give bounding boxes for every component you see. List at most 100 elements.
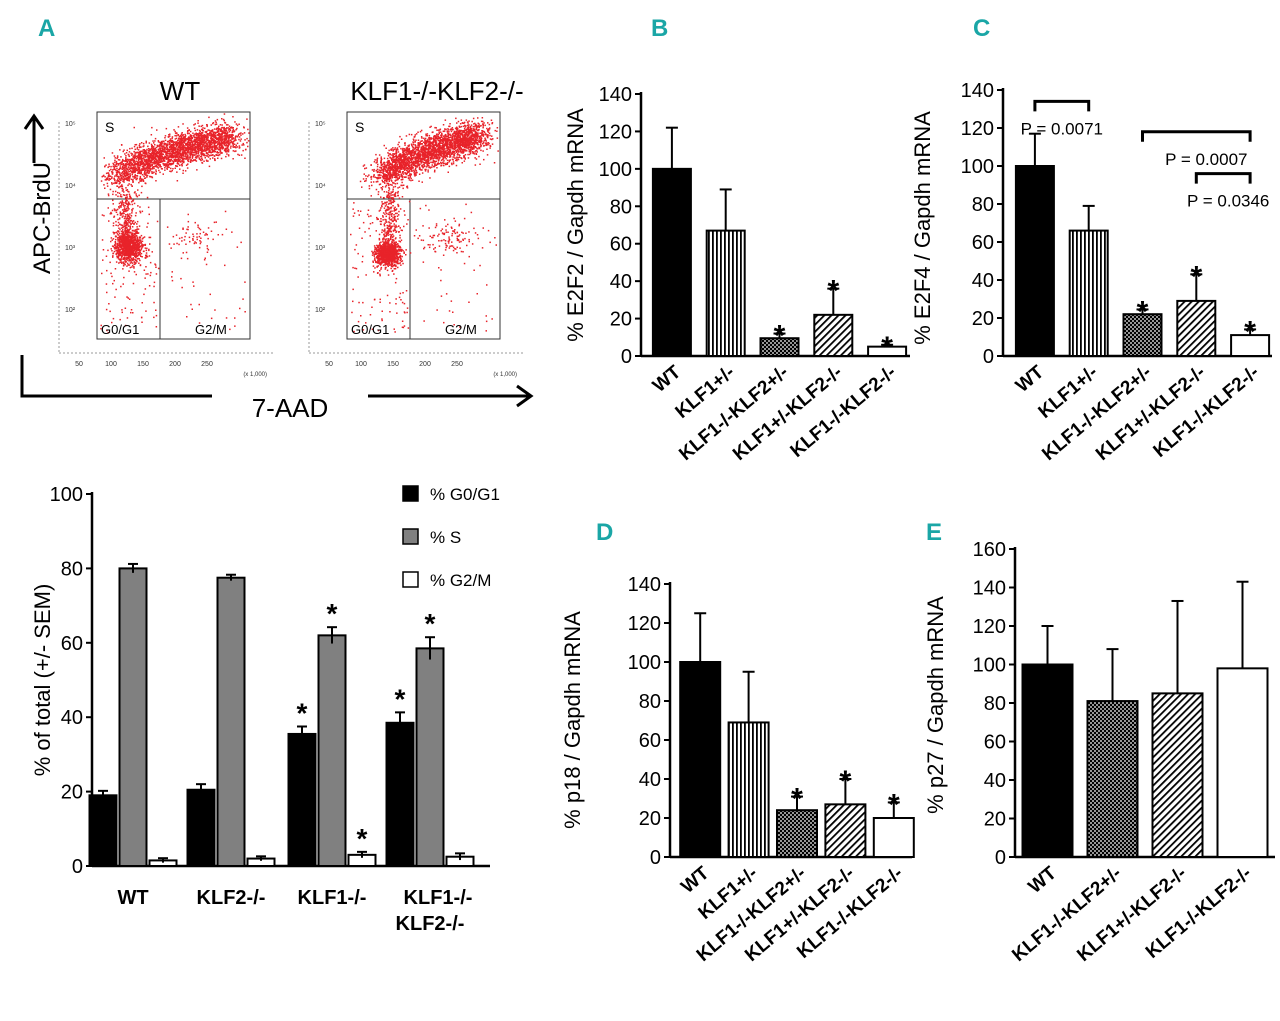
flow-x-tick: 100 — [355, 361, 367, 368]
y-tick-label: 140 — [973, 578, 1006, 600]
chart-e: 0 20 40 60 80 100 120 140 160 % p27 / Gapdh mRNA W… — [923, 539, 1275, 966]
flow-x-tick: 150 — [137, 361, 149, 368]
panel-letter-d: D — [596, 519, 613, 546]
category-label: KLF2-/- — [396, 913, 465, 935]
flow-x-tick: 50 — [75, 361, 83, 368]
flow-y-tick: 10³ — [65, 245, 76, 252]
bar — [186, 788, 216, 867]
flow-gate-g2m — [159, 198, 251, 340]
y-tick-label: 60 — [610, 234, 632, 256]
flow-gate-s-label: S — [355, 119, 364, 135]
y-tick-label: 40 — [610, 271, 632, 293]
y-tick-label: 80 — [984, 693, 1006, 715]
legend-label: % G2/M — [430, 571, 491, 590]
flow-gate-s-label: S — [105, 119, 114, 135]
y-axis-label: % E2F2 / Gapdh mRNA — [563, 108, 588, 342]
bar — [1021, 663, 1074, 858]
flow-plot-ko: 50 100 150 200 250 (x 1,000) 10² 10³ 10⁴ 10⁵ S G0/G… — [308, 111, 525, 378]
flow-x-tick: 50 — [325, 361, 333, 368]
bar — [1216, 667, 1269, 858]
y-tick-label: 100 — [599, 159, 632, 181]
flow-y-axis-label: APC-BrdU — [29, 162, 56, 274]
category-label: WT — [117, 887, 148, 909]
bar — [1122, 313, 1163, 358]
category-label: WT — [1012, 361, 1048, 396]
bar — [118, 567, 148, 868]
flow-x-tick: 200 — [169, 361, 181, 368]
bar — [1230, 334, 1271, 358]
y-tick-label: 20 — [610, 309, 632, 331]
category-label: KLF1-/-KLF2+/- — [1008, 863, 1125, 966]
y-tick-label: 20 — [61, 782, 83, 804]
y-tick-label: 120 — [599, 121, 632, 143]
flow-x-arrow-head — [516, 384, 534, 408]
bar — [867, 345, 908, 357]
category-label: KLF1-/- — [298, 887, 367, 909]
significance-bracket — [1141, 130, 1252, 142]
y-tick-label: 0 — [650, 847, 661, 869]
significance-asterisk: * — [1244, 315, 1256, 348]
bar — [317, 634, 347, 867]
y-tick-label: 40 — [639, 769, 661, 791]
bar — [651, 167, 692, 357]
panel-letter-e: E — [926, 519, 942, 546]
y-tick-label: 80 — [610, 196, 632, 218]
y-tick-label: 140 — [599, 84, 632, 106]
significance-bracket — [1033, 99, 1091, 112]
flow-x-tick: 200 — [419, 361, 431, 368]
bar — [415, 647, 445, 867]
significance-asterisk: * — [425, 608, 436, 639]
bar — [727, 721, 770, 859]
flow-gate-g2m — [409, 198, 501, 340]
flow-x-tick: 250 — [451, 361, 463, 368]
category-label: WT — [677, 862, 713, 897]
flow-x-scale-note: (x 1,000) — [243, 372, 267, 378]
flow-gate-g0g1-label: G0/G1 — [351, 322, 389, 337]
y-tick-label: 160 — [973, 539, 1006, 561]
bar — [679, 661, 722, 858]
y-tick-label: 80 — [639, 691, 661, 713]
bar — [776, 809, 818, 859]
category-label: KLF2-/- — [197, 887, 266, 909]
y-axis-label: % of total (+/- SEM) — [30, 584, 55, 777]
flow-gate-g2m-label: G2/M — [445, 322, 477, 337]
y-tick-label: 80 — [972, 194, 994, 216]
significance-asterisk: * — [774, 320, 786, 353]
flow-wt-title: WT — [160, 76, 201, 106]
bar — [385, 721, 415, 868]
flow-y-tick: 10³ — [315, 245, 326, 252]
flow-dots — [350, 117, 499, 333]
flow-y-arrow-head — [23, 113, 45, 130]
y-tick-label: 120 — [973, 616, 1006, 638]
legend-label: % S — [430, 528, 461, 547]
y-tick-label: 40 — [984, 770, 1006, 792]
category-label: WT — [1025, 862, 1061, 897]
flow-x-axis-label: 7-AAD — [252, 393, 329, 423]
panel-letter-b: B — [651, 15, 668, 42]
bar — [88, 794, 118, 868]
significance-asterisk: * — [395, 683, 406, 714]
panel-letter-c: C — [973, 15, 990, 42]
flow-y-tick: 10⁴ — [65, 183, 76, 190]
significance-asterisk: * — [357, 823, 368, 854]
significance-asterisk: * — [1137, 295, 1149, 328]
y-axis-label: % E2F4 / Gapdh mRNA — [910, 111, 935, 345]
bar — [813, 313, 854, 358]
flow-ko-title: KLF1-/-KLF2-/- — [350, 76, 523, 106]
significance-asterisk: * — [327, 598, 338, 629]
y-tick-label: 0 — [983, 346, 994, 368]
y-tick-label: 60 — [972, 232, 994, 254]
significance-asterisk: * — [1190, 260, 1202, 293]
y-tick-label: 60 — [639, 730, 661, 752]
flow-y-tick: 10² — [315, 307, 326, 314]
category-label: KLF1-/- — [404, 887, 473, 909]
chart-a-bottom: 0 20 40 60 80 100 % of total (+/- SEM) WT KLF2-/… — [30, 484, 500, 935]
bar — [759, 337, 800, 358]
flow-x-tick: 150 — [387, 361, 399, 368]
y-tick-label: 120 — [628, 613, 661, 635]
significance-asterisk: * — [888, 788, 900, 821]
significance-asterisk: * — [297, 698, 308, 729]
